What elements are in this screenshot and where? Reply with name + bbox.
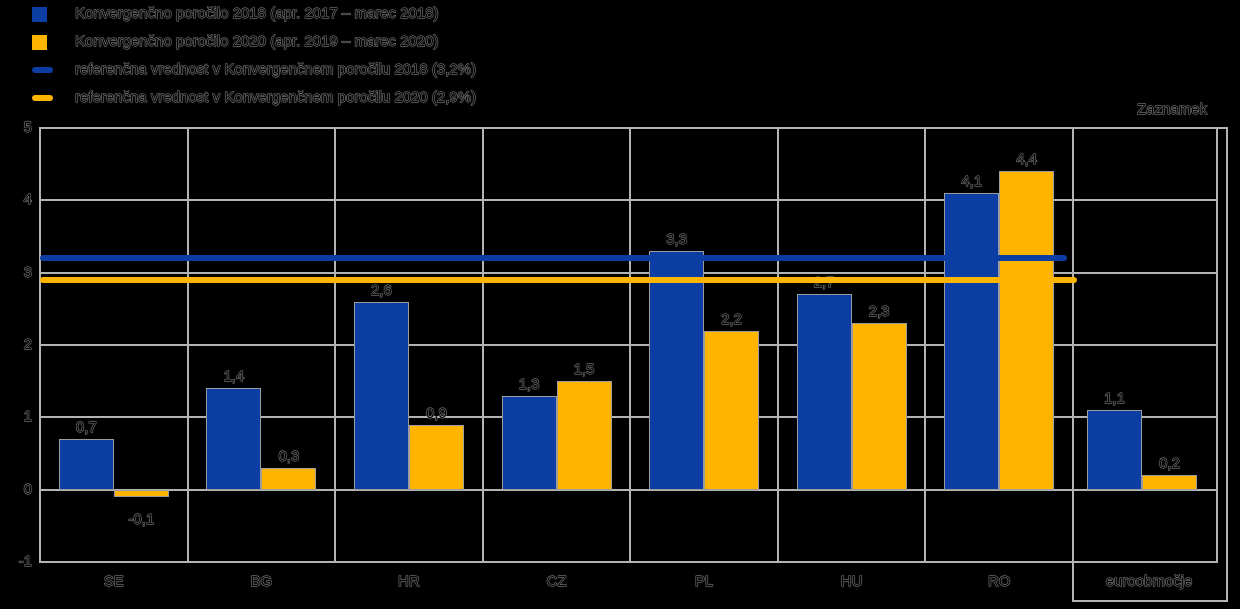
legend-label-report-2020: Konvergenčno poročilo 2020 (apr. 2019 – …	[75, 33, 439, 51]
bar-HR-2018	[353, 301, 409, 490]
bar-value-label: 1,1	[1104, 390, 1126, 408]
y-axis-tick-label: 1	[23, 408, 32, 426]
y-axis-tick-label: 3	[23, 263, 32, 281]
legend-swatch-cell	[32, 67, 75, 73]
bar-value-label: 1,5	[573, 361, 595, 379]
gridline-h	[40, 271, 1217, 274]
plot-frame	[39, 127, 1218, 563]
bar-value-label: -0,1	[128, 510, 155, 528]
gridline-v	[334, 128, 337, 562]
y-axis-tick-label: 0	[23, 480, 32, 498]
bar-value-label: 2,3	[868, 303, 890, 321]
bar-euroobmočje-2020	[1142, 475, 1197, 490]
bar-BG-2018	[206, 388, 262, 490]
x-axis-label-HU: HU	[840, 573, 863, 591]
reference-line-2018	[40, 255, 1067, 262]
line-swatch-2020-icon	[32, 95, 53, 101]
gridline-v	[776, 128, 779, 562]
bar-value-label: 4,4	[1016, 151, 1038, 169]
bar-value-label: 2,2	[721, 310, 743, 328]
legend-item-report-2020: Konvergenčno poročilo 2020 (apr. 2019 – …	[32, 28, 476, 56]
gridline-v	[481, 128, 484, 562]
y-axis-tick-label: -1	[18, 553, 32, 571]
bar-CZ-2020	[556, 381, 612, 490]
gridline-h	[40, 199, 1217, 202]
x-axis-label-RO: RO	[987, 573, 1011, 591]
bar-value-label: 3,3	[666, 231, 688, 249]
x-axis-label-PL: PL	[694, 573, 714, 591]
bar-value-label: 2,6	[370, 281, 393, 299]
legend-swatch-cell	[32, 95, 75, 101]
x-axis-label-HR: HR	[398, 573, 421, 591]
legend-swatch-cell	[32, 34, 75, 50]
note-box-title: Zaznamek	[1136, 101, 1208, 119]
bar-value-label: 0,7	[75, 419, 97, 437]
legend-item-reference-2020: referenčna vrednost v Konvergenčnem poro…	[32, 84, 477, 112]
reference-line-2020	[40, 276, 1077, 283]
legend-label-report-2018: Konvergenčno poročilo 2018 (apr. 2017 – …	[75, 5, 439, 23]
legend-swatch-cell	[32, 6, 75, 22]
bar-euroobmočje-2018	[1087, 410, 1142, 490]
bar-value-label: 1,4	[223, 368, 245, 386]
bar-value-label: 0,9	[425, 404, 448, 422]
bar-BG-2020	[261, 468, 317, 490]
bar-value-label: 4,1	[961, 173, 983, 191]
y-axis-tick-label: 4	[23, 191, 32, 209]
gridline-h	[40, 416, 1217, 419]
legend-item-reference-2018: referenčna vrednost v Konvergenčnem poro…	[32, 56, 477, 84]
y-axis-tick-label: 2	[23, 336, 32, 354]
bar-CZ-2018	[501, 395, 557, 490]
bar-RO-2018	[944, 193, 1000, 490]
gridline-h	[40, 488, 1217, 491]
bar-value-label: 0,2	[1159, 455, 1181, 473]
legend-label-reference-2018: referenčna vrednost v Konvergenčnem poro…	[75, 61, 477, 79]
bar-value-label: 1,3	[518, 375, 540, 393]
gridline-v	[186, 128, 189, 562]
bar-RO-2020	[999, 171, 1055, 490]
bar-HU-2020	[851, 323, 907, 490]
bar-SE-2018	[58, 439, 114, 490]
bar-PL-2018	[649, 251, 705, 490]
bar-PL-2020	[704, 330, 760, 490]
note-box	[1072, 127, 1228, 602]
x-axis-label-euro-area: euroobmočje	[1105, 573, 1193, 591]
legend-label-reference-2020: referenčna vrednost v Konvergenčnem poro…	[75, 89, 477, 107]
x-axis-label-BG: BG	[250, 573, 273, 591]
bar-HU-2018	[796, 294, 852, 490]
bar-SE-2020	[113, 489, 169, 497]
x-axis-label-CZ: CZ	[546, 573, 567, 591]
bar-swatch-2018-icon	[32, 6, 47, 22]
gridline-v	[629, 128, 632, 562]
gridline-h	[40, 344, 1217, 346]
bar-HR-2020	[408, 424, 464, 490]
legend-item-report-2018: Konvergenčno poročilo 2018 (apr. 2017 – …	[32, 0, 476, 28]
line-swatch-2018-icon	[32, 67, 53, 73]
y-axis-tick-label: 5	[23, 119, 32, 137]
bar-value-label: 0,3	[278, 448, 300, 466]
gridline-v	[924, 128, 927, 562]
bar-swatch-2020-icon	[32, 34, 47, 50]
chart-legend: Konvergenčno poročilo 2018 (apr. 2017 – …	[32, 0, 477, 112]
x-axis-label-SE: SE	[103, 573, 124, 591]
